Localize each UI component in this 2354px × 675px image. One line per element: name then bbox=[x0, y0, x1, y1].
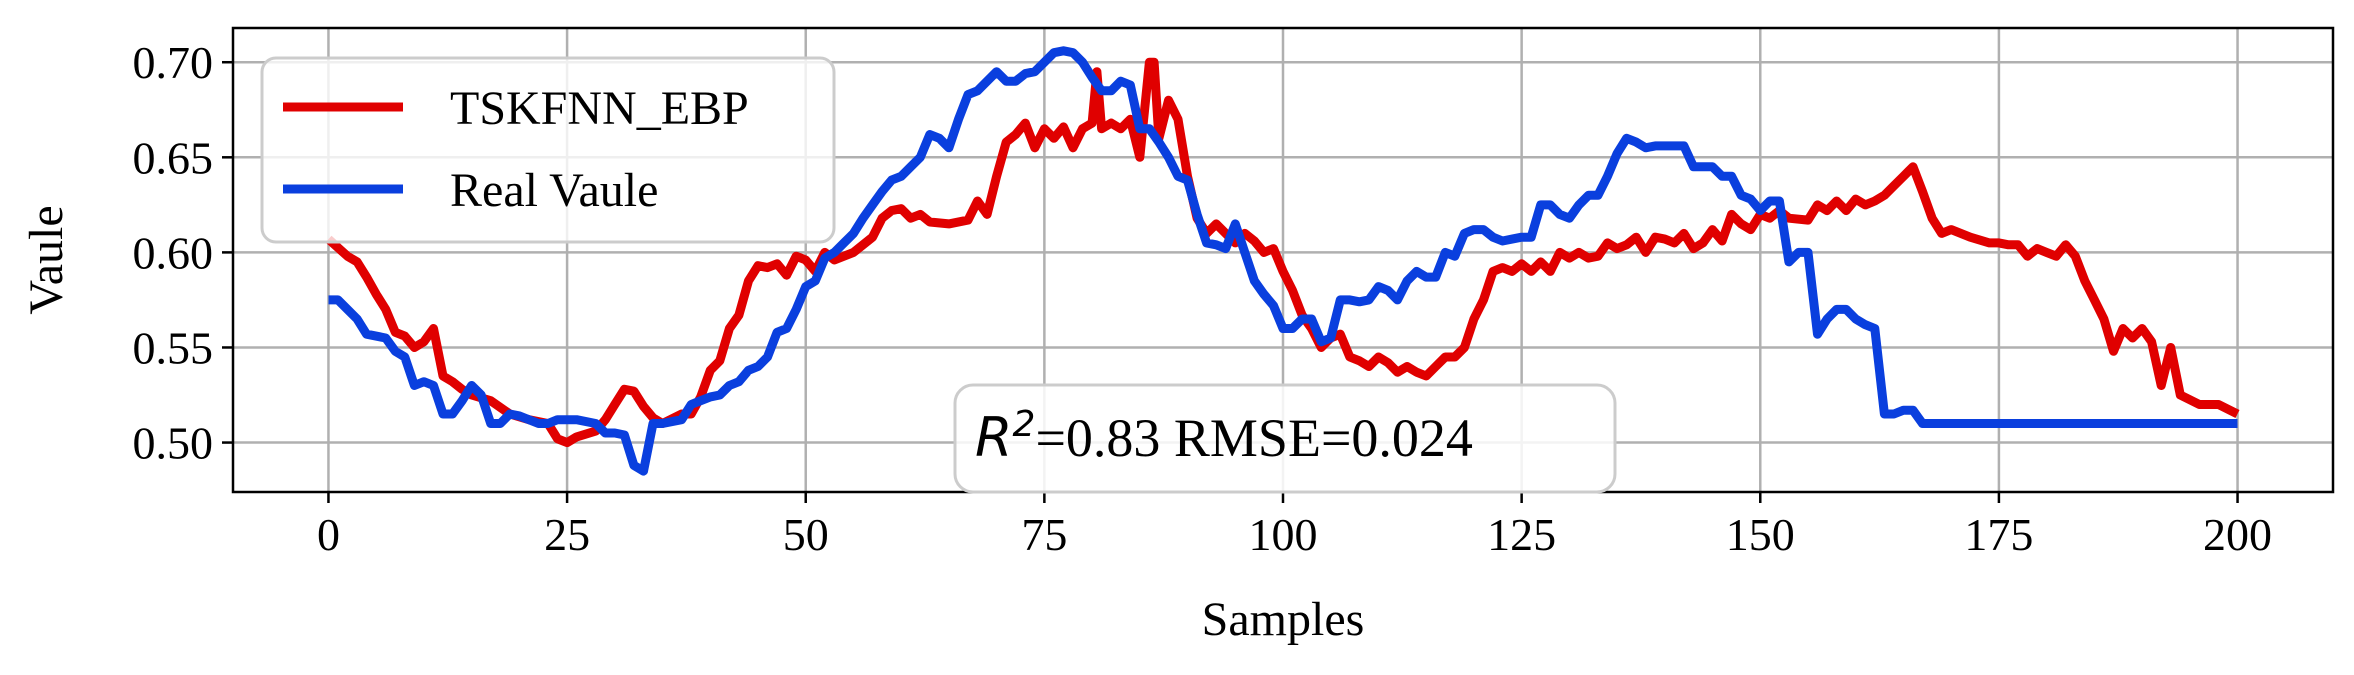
y-tick-label: 0.65 bbox=[133, 132, 214, 183]
series-layer bbox=[325, 46, 2240, 476]
y-axis: 0.50 0.55 0.60 0.65 0.70 bbox=[133, 37, 233, 469]
x-tick-label: 100 bbox=[1249, 509, 1318, 560]
x-tick-label: 50 bbox=[783, 509, 829, 560]
x-axis: 0 25 50 75 100 125 150 175 200 bbox=[317, 492, 2272, 560]
y-tick-label: 0.50 bbox=[133, 418, 214, 469]
x-tick-label: 175 bbox=[1964, 509, 2033, 560]
y-tick-label: 0.70 bbox=[133, 37, 214, 88]
x-tick-label: 125 bbox=[1487, 509, 1556, 560]
series-line-tskfnn-ebp bbox=[325, 57, 2240, 448]
r-squared-exponent: 2 bbox=[1013, 404, 1036, 445]
x-tick-label: 25 bbox=[544, 509, 590, 560]
series-line-real-vaule bbox=[328, 46, 2238, 476]
y-tick-label: 0.60 bbox=[133, 227, 214, 278]
r-squared-symbol: R bbox=[975, 406, 1013, 469]
annotation-box bbox=[953, 383, 1617, 494]
legend-label-tskfnn-ebp: TSKFNN_EBP bbox=[450, 82, 749, 135]
x-tick-label: 75 bbox=[1021, 509, 1067, 560]
legend-label-real-vaule: Real Vaule bbox=[450, 164, 658, 217]
x-tick-label: 150 bbox=[1726, 509, 1795, 560]
y-axis-label: Vaule bbox=[20, 205, 73, 314]
y-tick-label: 0.55 bbox=[133, 322, 214, 373]
annotation-text: R2=0.83 RMSE=0.024 bbox=[975, 404, 1473, 470]
metrics-values: =0.83 RMSE=0.024 bbox=[1035, 408, 1472, 468]
legend-box bbox=[260, 56, 836, 244]
x-tick-label: 200 bbox=[2203, 509, 2272, 560]
x-axis-label: Samples bbox=[1202, 593, 1365, 646]
x-tick-label: 0 bbox=[317, 509, 340, 560]
legend: TSKFNN_EBP Real Vaule bbox=[260, 56, 836, 244]
metrics-annotation: R2=0.83 RMSE=0.024 bbox=[953, 383, 1617, 494]
